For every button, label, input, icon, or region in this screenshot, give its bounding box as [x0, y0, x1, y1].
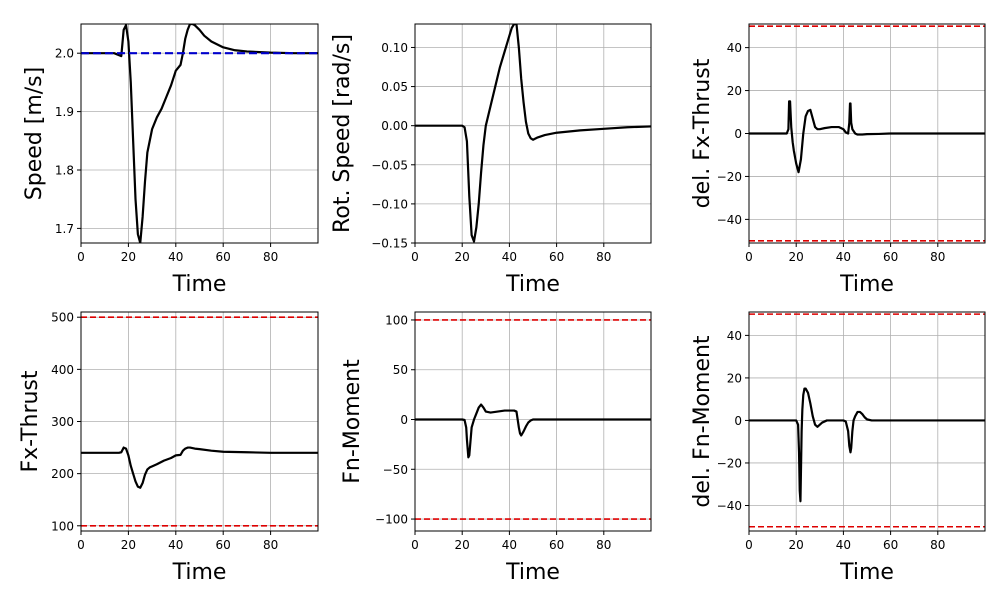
- x-tick-label: 60: [216, 250, 231, 264]
- subplot-2: 0 20 40 60 80 −0.15 −0.10 −0.05 0.00 0.05 0.10 Time…: [330, 23, 652, 297]
- x-tick-label: 40: [502, 538, 517, 552]
- subplot-3: 0 20 40 60 80 −40 −20 0 20 40 Time del. Fx-Thrust: [690, 23, 986, 297]
- x-tick-label: 0: [77, 250, 85, 264]
- series-line-1: [81, 24, 318, 243]
- x-tick-label: 20: [455, 538, 470, 552]
- y-tick-label: −40: [717, 499, 742, 513]
- y-tick-label: 1.9: [55, 105, 74, 119]
- y-tick-label: 40: [727, 329, 742, 343]
- subplot-1: 0 20 40 60 80 1.7 1.8 1.9 2.0 Time Speed [m/s]: [22, 23, 319, 297]
- y-axis-label: Fn-Moment: [340, 359, 365, 484]
- y-tick-label: 200: [51, 467, 74, 481]
- x-tick-label: 60: [883, 250, 898, 264]
- y-tick-label: 300: [51, 415, 74, 429]
- series-line-1: [415, 24, 651, 243]
- x-tick-label: 60: [216, 538, 231, 552]
- x-axis-label: Time: [839, 560, 894, 585]
- series-line-1: [749, 387, 985, 503]
- x-tick-label: 40: [168, 538, 183, 552]
- y-tick-label: 20: [727, 84, 742, 98]
- series-line-1: [749, 100, 985, 174]
- y-tick-label: 0.00: [381, 119, 408, 133]
- y-tick-label: 100: [385, 313, 408, 327]
- x-axis-label: Time: [172, 560, 227, 585]
- axes-frame: [748, 311, 986, 532]
- x-tick-label: 0: [77, 538, 85, 552]
- x-tick-label: 20: [455, 250, 470, 264]
- x-tick-label: 20: [121, 250, 136, 264]
- axes-frame: [80, 23, 319, 244]
- x-tick-label: 80: [596, 250, 611, 264]
- x-tick-label: 20: [121, 538, 136, 552]
- series-line-1: [415, 403, 651, 459]
- y-tick-label: −20: [717, 170, 742, 184]
- axes-frame: [414, 311, 652, 532]
- x-tick-label: 0: [745, 538, 753, 552]
- y-tick-label: −50: [383, 463, 408, 477]
- subplot-6: 0 20 40 60 80 −40 −20 0 20 40 Time del. Fn-Moment: [690, 311, 986, 585]
- y-tick-label: −0.10: [371, 197, 408, 211]
- y-tick-label: 100: [51, 519, 74, 533]
- x-tick-label: 80: [263, 250, 278, 264]
- x-axis-label: Time: [505, 560, 560, 585]
- y-tick-label: 500: [51, 311, 74, 325]
- y-tick-label: 0: [734, 127, 742, 141]
- x-axis-label: Time: [839, 272, 894, 297]
- x-tick-label: 20: [789, 538, 804, 552]
- subplot-4: 0 20 40 60 80 100 200 300 400 500 Time Fx-Thrust: [18, 311, 319, 585]
- x-tick-label: 80: [263, 538, 278, 552]
- y-axis-label: del. Fn-Moment: [690, 335, 715, 507]
- x-tick-label: 60: [549, 538, 564, 552]
- y-tick-label: 0.10: [381, 41, 408, 55]
- y-tick-label: −0.15: [371, 237, 408, 251]
- y-tick-label: 0: [734, 414, 742, 428]
- y-tick-label: −40: [717, 213, 742, 227]
- x-tick-label: 40: [836, 250, 851, 264]
- y-tick-label: 50: [393, 363, 408, 377]
- x-axis-label: Time: [505, 272, 560, 297]
- axes-frame: [414, 23, 652, 244]
- x-tick-label: 60: [549, 250, 564, 264]
- y-tick-label: 400: [51, 363, 74, 377]
- y-tick-label: 1.8: [55, 164, 74, 178]
- y-axis-label: Fx-Thrust: [18, 370, 43, 472]
- y-tick-label: 2.0: [55, 47, 74, 61]
- x-tick-label: 0: [745, 250, 753, 264]
- x-tick-label: 0: [411, 250, 419, 264]
- y-tick-label: 1.7: [55, 222, 74, 236]
- x-tick-label: 0: [411, 538, 419, 552]
- x-tick-label: 80: [930, 538, 945, 552]
- y-axis-label: Rot. Speed [rad/s]: [330, 34, 355, 233]
- subplot-5: 0 20 40 60 80 −100 −50 0 50 100 Time Fn-Moment: [340, 311, 652, 585]
- x-axis-label: Time: [172, 272, 227, 297]
- x-tick-label: 80: [596, 538, 611, 552]
- x-tick-label: 60: [883, 538, 898, 552]
- x-tick-label: 80: [930, 250, 945, 264]
- x-tick-label: 40: [168, 250, 183, 264]
- y-tick-label: −0.05: [371, 158, 408, 172]
- y-tick-label: 40: [727, 41, 742, 55]
- x-tick-label: 40: [502, 250, 517, 264]
- y-tick-label: 0.05: [381, 80, 408, 94]
- x-tick-label: 40: [836, 538, 851, 552]
- y-axis-label: del. Fx-Thrust: [690, 58, 715, 208]
- x-tick-label: 20: [789, 250, 804, 264]
- y-tick-label: −20: [717, 456, 742, 470]
- y-axis-label: Speed [m/s]: [22, 67, 47, 200]
- series-line-1: [81, 446, 318, 489]
- y-tick-label: −100: [375, 513, 408, 527]
- y-tick-label: 20: [727, 371, 742, 385]
- y-tick-label: 0: [400, 413, 408, 427]
